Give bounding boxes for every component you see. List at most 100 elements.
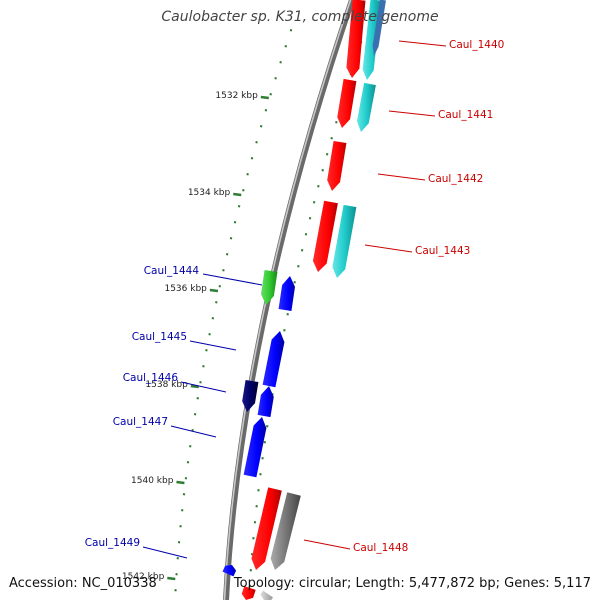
- inner-track-dot: [264, 109, 268, 112]
- outer-track-dot: [321, 169, 324, 172]
- inner-track-dot: [199, 381, 202, 384]
- inner-track-dot: [284, 45, 288, 48]
- outer-track-dot: [261, 457, 264, 460]
- outer-track-dot: [335, 121, 338, 124]
- outer-track-dot: [308, 217, 312, 220]
- outer-track-dot: [312, 201, 316, 204]
- gene-callout-line: [303, 539, 351, 550]
- cds-arrow-caul-1443[interactable]: [312, 200, 338, 272]
- inner-track-dot: [274, 77, 277, 80]
- outer-track-dot: [293, 281, 296, 284]
- inner-track-dot: [184, 477, 188, 480]
- outer-track-dot: [249, 569, 253, 572]
- inner-track-dot: [250, 157, 254, 160]
- outer-track-dot: [259, 473, 262, 476]
- inner-track-dot: [175, 573, 178, 576]
- inner-track-dot: [177, 541, 181, 544]
- gene-label[interactable]: Caul_1440: [449, 39, 504, 51]
- gene-callout-line: [202, 273, 263, 286]
- feature-arrow-next[interactable]: [260, 590, 273, 602]
- cds-arrow-caul-1440[interactable]: [346, 0, 366, 78]
- cds-arrow-caul-1444[interactable]: [278, 276, 295, 311]
- kbp-tick-layer: 1532 kbp 1534 kbp 1536 kbp 1538 kbp 1540 kbp…: [122, 91, 269, 582]
- outer-track-dot: [263, 441, 267, 444]
- outer-track-dot: [265, 425, 269, 428]
- kbp-tick: [167, 576, 176, 581]
- inner-track-dot: [279, 61, 282, 64]
- inner-track-dot: [229, 237, 233, 240]
- kbp-tick-label: 1538 kbp: [145, 380, 188, 390]
- inner-track-dot: [191, 429, 194, 432]
- cds-arrow-caul-1442[interactable]: [327, 140, 347, 191]
- gene-label[interactable]: Caul_1445: [132, 331, 187, 343]
- gene-callout-line: [388, 110, 436, 117]
- inner-track-dot: [269, 93, 272, 96]
- outer-track-dot: [317, 185, 320, 188]
- genome-backbone: [223, 0, 355, 601]
- inner-track-dot: [222, 269, 225, 272]
- gene-label[interactable]: Caul_1443: [415, 245, 470, 257]
- gene-callout-line: [142, 546, 188, 559]
- topology-text: Topology: circular; Length: 5,477,872 bp…: [233, 576, 591, 591]
- inner-track-dot: [196, 397, 199, 400]
- inner-track-dot: [215, 301, 218, 304]
- outer-track-dot: [252, 537, 255, 540]
- gene-label[interactable]: Caul_1447: [113, 416, 168, 428]
- cds-arrow-caul-1441[interactable]: [337, 78, 357, 128]
- cds-arrow-caul-1447[interactable]: [243, 417, 267, 478]
- inner-track-dot: [246, 173, 249, 176]
- gene-label[interactable]: Caul_1444: [144, 265, 200, 277]
- gene-label[interactable]: Caul_1441: [438, 109, 493, 121]
- inner-track-dot: [233, 221, 237, 224]
- inner-track-dot: [202, 365, 205, 368]
- gene-callout-line: [398, 40, 447, 47]
- inner-track-dot: [289, 29, 293, 32]
- kbp-tick-label: 1532 kbp: [215, 91, 258, 101]
- inner-track-dot: [179, 525, 182, 528]
- cds-arrow-caul-1448[interactable]: [251, 487, 282, 570]
- inner-track-dot: [218, 285, 222, 288]
- cds-arrow-caul-1446[interactable]: [257, 386, 274, 418]
- feature-arrow-caul-1441[interactable]: [356, 82, 376, 132]
- outer-track-dot: [255, 505, 258, 508]
- outer-track-dot: [286, 313, 289, 316]
- inner-track-dot: [205, 349, 208, 352]
- gene-label[interactable]: Caul_1448: [353, 542, 408, 554]
- inner-track-dot: [180, 509, 184, 512]
- inner-track-dot: [211, 317, 215, 320]
- gene-callout-line: [189, 340, 237, 351]
- inner-track-dot: [182, 493, 186, 496]
- map-title: Caulobacter sp. K31, complete genome: [161, 9, 439, 25]
- inner-track-dot: [193, 413, 197, 416]
- kbp-tick: [176, 480, 185, 485]
- inner-track-dot: [255, 141, 258, 144]
- kbp-tick: [190, 384, 199, 389]
- gene-callout-line: [364, 244, 413, 253]
- kbp-tick-label: 1534 kbp: [188, 188, 231, 198]
- gene-callout-line: [170, 425, 217, 438]
- cds-arrow-next[interactable]: [241, 586, 256, 600]
- gene-label[interactable]: Caul_1446: [123, 372, 179, 384]
- outer-track-dot: [257, 489, 260, 492]
- feature-strip-caul-1440[interactable]: [372, 0, 386, 56]
- outer-track-dot: [297, 265, 300, 268]
- gene-label[interactable]: Caul_1442: [428, 173, 483, 185]
- feature-arrow-caul-1444[interactable]: [261, 270, 278, 305]
- gene-callout-line: [180, 381, 227, 393]
- feature-arrow-caul-1443[interactable]: [332, 204, 357, 278]
- cds-arrow-caul-1449[interactable]: [222, 565, 237, 577]
- kbp-tick: [233, 192, 242, 197]
- feature-arrow-caul-1448[interactable]: [270, 492, 301, 570]
- accession-text: Accession: NC_010338: [9, 576, 157, 591]
- outer-track-dot: [300, 249, 304, 252]
- outer-track-dot: [283, 329, 286, 332]
- outer-track-dot: [248, 585, 252, 588]
- inner-track-dot: [237, 205, 241, 208]
- gene-label[interactable]: Caul_1449: [85, 537, 140, 549]
- inner-track-dot: [208, 333, 211, 336]
- inner-track-dot: [242, 189, 245, 192]
- cds-arrow-caul-1445[interactable]: [262, 331, 285, 388]
- feature-arrow-caul-1446[interactable]: [242, 379, 259, 412]
